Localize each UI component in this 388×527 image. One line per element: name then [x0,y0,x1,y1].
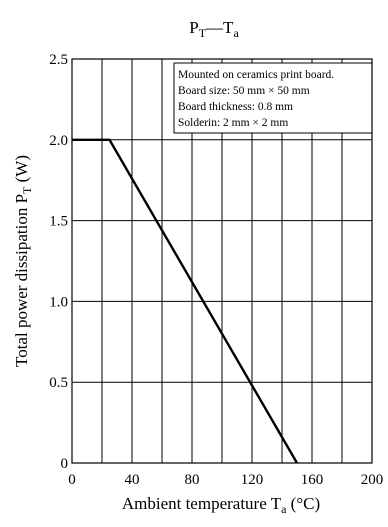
x-tick-label: 40 [125,472,140,488]
x-tick-label: 0 [68,472,76,488]
x-label-text: Ambient temperature T [122,494,282,513]
x-tick-label: 160 [301,472,324,488]
y-label-unit: (W) [12,155,31,187]
chart-title: PT—Ta [189,18,239,40]
plot-frame [71,58,373,464]
y-tick-label: 0 [61,456,69,472]
y-axis-label: Total power dissipation PT (W) [12,155,34,367]
title-sep: — [205,18,224,37]
y-label-text: Total power dissipation P [12,194,31,367]
x-label-unit: (°C) [286,494,320,513]
x-label-sub: a [281,502,287,516]
annotation-line: Board thickness: 0.8 mm [178,101,293,113]
y-tick-label: 2.0 [49,133,68,149]
title-main-sub: T [199,26,207,40]
annotation-frame [173,62,373,134]
annotation-box: Mounted on ceramics print board. Board s… [173,62,373,134]
y-label-sub: T [20,186,34,194]
x-tick-label: 120 [241,472,264,488]
y-tick-label: 1.5 [49,214,68,230]
title-second: T [223,18,234,37]
x-tick-label: 200 [361,472,384,488]
x-tick-label: 80 [185,472,200,488]
y-tick-label: 0.5 [49,375,68,391]
title-second-sub: a [233,26,239,40]
title-main: P [189,18,198,37]
annotation-line: Mounted on ceramics print board. [178,69,334,81]
series-line [72,138,299,464]
y-tick-label: 2.5 [49,52,68,68]
annotation-line: Board size: 50 mm × 50 mm [178,85,310,97]
y-tick-label: 1.0 [49,294,68,310]
annotation-line: Solderin: 2 mm × 2 mm [178,117,288,129]
tick-labels: 0 40 80 120 160 200 0 0.5 1.0 1.5 2.0 2.5 [49,52,383,488]
x-axis-label: Ambient temperature Ta (°C) [122,494,320,516]
